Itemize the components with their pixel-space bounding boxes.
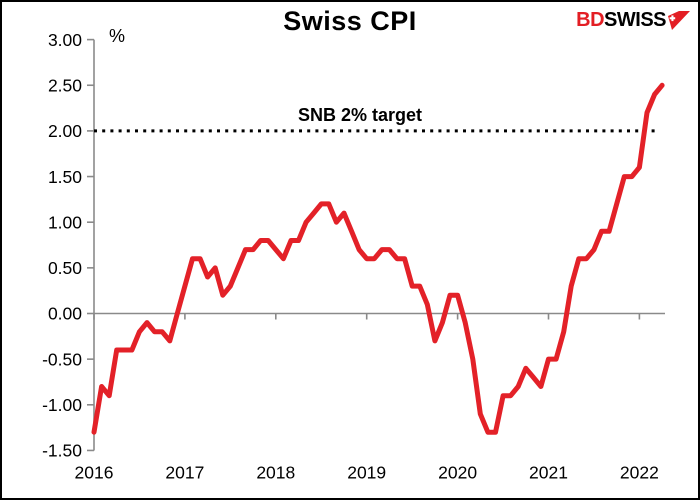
x-tick-label: 2020 [438,463,477,483]
y-tick-label: 1.00 [48,212,82,232]
y-tick-label: -1.50 [42,441,82,461]
cpi-series-line [91,82,665,435]
logo-text-bd: BD [576,9,605,31]
y-tick-label: 2.00 [48,121,82,141]
y-tick-label: 0.50 [48,258,82,278]
x-tick-label: 2017 [165,463,204,483]
y-tick-label: -0.50 [42,349,82,369]
y-tick-label: -1.00 [42,395,82,415]
logo-text-swiss: SWISS [604,9,666,31]
chart-title: Swiss CPI [283,6,417,36]
bdswiss-logo: BD SWISS [576,10,690,31]
x-tick-label: 2021 [529,463,568,483]
bdswiss-arrow-icon [668,11,690,30]
y-tick-label: 1.50 [48,167,82,187]
axes [93,39,665,451]
x-tick-label: 2016 [75,463,114,483]
y-tick-label: 0.00 [48,304,82,324]
x-tick-label: 2019 [347,463,386,483]
x-tick-label: 2018 [256,463,295,483]
x-tick-label: 2022 [620,463,659,483]
y-tick-label: 2.50 [48,75,82,95]
x-axis-ticks: 2016 2017 2018 2019 2020 2021 2022 [75,313,659,483]
snb-target-label: SNB 2% target [298,105,422,125]
y-axis-unit-label: % [109,26,125,46]
y-tick-label: 3.00 [48,30,82,50]
y-axis-ticks: 3.00 2.50 2.00 1.50 1.00 0.50 0.00 -0.50 -1.00 -1… [42,30,94,461]
